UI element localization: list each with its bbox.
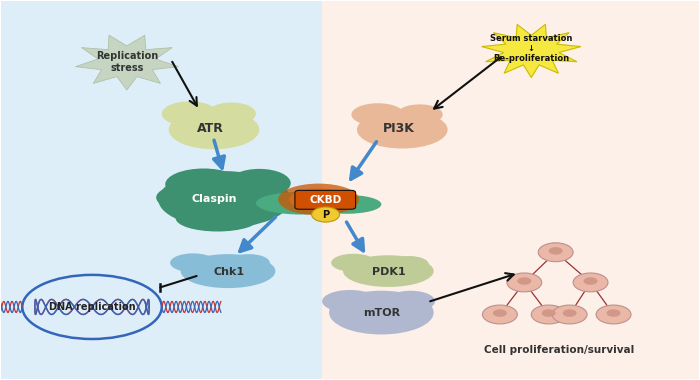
Ellipse shape [158, 171, 290, 228]
Ellipse shape [228, 169, 290, 198]
Circle shape [482, 305, 517, 324]
Text: Chk1: Chk1 [214, 267, 245, 277]
Circle shape [573, 273, 608, 292]
Ellipse shape [331, 254, 376, 272]
Text: Serum starvation
↓
Re-proliferation: Serum starvation ↓ Re-proliferation [490, 34, 573, 63]
Ellipse shape [228, 254, 270, 271]
Ellipse shape [386, 291, 435, 312]
Ellipse shape [289, 188, 348, 211]
Circle shape [531, 305, 566, 324]
Text: DNA replication: DNA replication [49, 302, 135, 312]
Text: PDK1: PDK1 [372, 267, 405, 277]
Circle shape [563, 309, 577, 317]
Circle shape [538, 243, 573, 262]
Circle shape [312, 207, 340, 222]
Ellipse shape [170, 253, 216, 272]
Circle shape [549, 247, 563, 255]
Ellipse shape [169, 110, 260, 149]
Ellipse shape [357, 111, 447, 149]
Ellipse shape [343, 255, 434, 287]
Ellipse shape [390, 256, 429, 272]
Text: mTOR: mTOR [363, 308, 400, 318]
Text: CKBD: CKBD [309, 195, 342, 205]
Ellipse shape [176, 205, 260, 231]
Circle shape [507, 273, 542, 292]
Circle shape [584, 277, 598, 285]
Text: ATR: ATR [197, 122, 224, 135]
Ellipse shape [162, 101, 218, 126]
Ellipse shape [256, 192, 346, 215]
Polygon shape [76, 35, 178, 90]
Circle shape [493, 309, 507, 317]
Text: Replication
stress: Replication stress [96, 51, 158, 73]
Ellipse shape [278, 184, 359, 215]
Circle shape [596, 305, 631, 324]
Circle shape [552, 305, 587, 324]
FancyBboxPatch shape [322, 2, 699, 378]
Ellipse shape [322, 290, 378, 313]
FancyBboxPatch shape [295, 190, 356, 209]
Text: PI3K: PI3K [383, 122, 414, 135]
Ellipse shape [397, 105, 442, 125]
Ellipse shape [181, 254, 275, 288]
Ellipse shape [351, 103, 405, 126]
Ellipse shape [329, 291, 434, 334]
Text: Cell proliferation/survival: Cell proliferation/survival [484, 345, 634, 355]
Ellipse shape [312, 195, 382, 214]
Ellipse shape [156, 185, 209, 210]
Ellipse shape [165, 168, 242, 200]
Ellipse shape [207, 103, 256, 125]
FancyBboxPatch shape [1, 2, 322, 378]
Circle shape [517, 277, 531, 285]
Circle shape [542, 309, 556, 317]
Polygon shape [482, 24, 581, 78]
Text: P: P [322, 209, 329, 220]
Circle shape [607, 309, 620, 317]
Text: Claspin: Claspin [191, 195, 237, 204]
